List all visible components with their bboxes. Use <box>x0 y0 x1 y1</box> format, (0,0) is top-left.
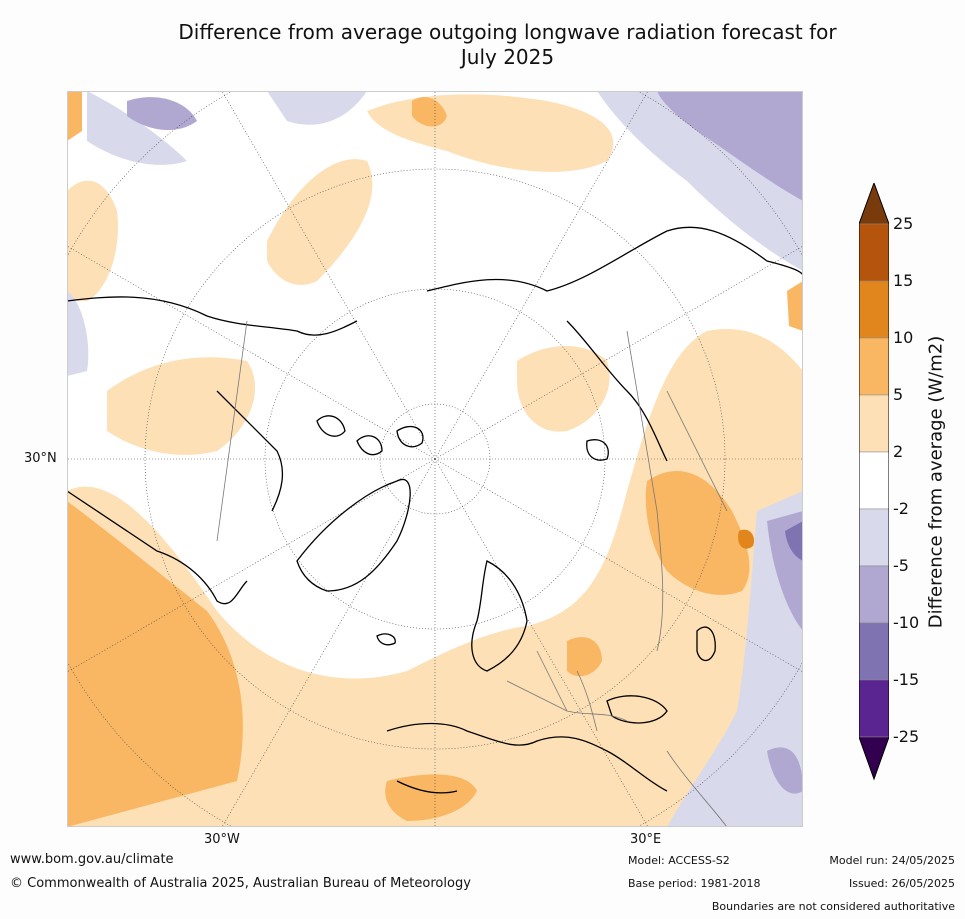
colorbar-swatch-9 <box>859 679 889 738</box>
colorbar-swatch-2 <box>859 280 889 339</box>
footer-website[interactable]: www.bom.gov.au/climate <box>10 852 174 867</box>
colorbar-tick-label: 2 <box>893 442 904 461</box>
lon-label-30e: 30°E <box>630 832 662 847</box>
colorbar-tick-label: 15 <box>893 271 914 290</box>
anomaly-medium-orange-regions <box>67 91 803 827</box>
footer-base-period: Base period: 1981-2018 <box>628 877 761 890</box>
lat-label-30n: 30°N <box>24 451 57 466</box>
colorbar-title: Difference from average (W/m2) <box>925 335 947 629</box>
colorbar-tick-label: -2 <box>893 499 909 518</box>
map-frame <box>67 91 803 827</box>
colorbar-tick-label: 10 <box>893 328 914 347</box>
colorbar-tick-label: 5 <box>893 385 904 404</box>
footer-disclaimer: Boundaries are not considered authoritat… <box>711 900 955 913</box>
anomaly-dark-purple-regions <box>785 521 803 561</box>
colorbar-bottom-extend <box>859 736 889 780</box>
anomaly-medium-purple-regions <box>127 91 803 794</box>
footer-copyright: © Commonwealth of Australia 2025, Austra… <box>10 876 471 891</box>
map-title: Difference from average outgoing longwav… <box>140 20 875 70</box>
colorbar-tick-label: -25 <box>893 727 920 746</box>
polar-stereographic-map <box>67 91 803 827</box>
footer-model: Model: ACCESS-S2 <box>628 854 730 867</box>
title-line-2: July 2025 <box>460 45 555 69</box>
colorbar-swatch-1 <box>859 223 889 282</box>
colorbar-tick-label: -10 <box>893 613 920 632</box>
title-line-1: Difference from average outgoing longwav… <box>178 20 837 44</box>
colorbar-tick-label: -5 <box>893 556 909 575</box>
colorbar-swatch-3 <box>859 337 889 396</box>
colorbar-swatch-8 <box>859 622 889 681</box>
colorbar-swatch-6 <box>859 508 889 567</box>
colorbar-swatch-5 <box>859 451 889 510</box>
colorbar <box>859 183 889 781</box>
footer-issued: Issued: 26/05/2025 <box>848 877 955 890</box>
colorbar-swatch-4 <box>859 394 889 453</box>
anomaly-light-orange-regions <box>67 94 803 827</box>
coastlines <box>67 226 803 794</box>
footer-model-run: Model run: 24/05/2025 <box>829 854 955 867</box>
lon-label-30w: 30°W <box>204 832 240 847</box>
colorbar-swatch-7 <box>859 565 889 624</box>
colorbar-tick-label: 25 <box>893 214 914 233</box>
colorbar-top-extend <box>859 183 889 225</box>
colorbar-tick-label: -15 <box>893 670 920 689</box>
country-boundaries <box>216 320 728 827</box>
anomaly-dark-orange-spots <box>738 529 755 549</box>
